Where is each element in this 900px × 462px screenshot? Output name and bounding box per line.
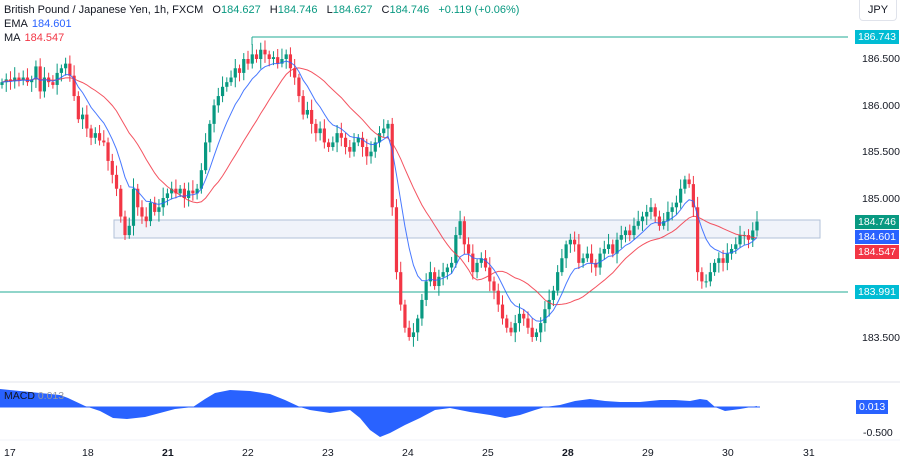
time-label: 30 xyxy=(722,447,734,459)
currency-button[interactable]: JPY xyxy=(859,0,897,21)
ema-legend[interactable]: EMA 184.601 xyxy=(4,17,519,31)
time-label: 24 xyxy=(402,447,414,459)
ema-price-tag: 184.601 xyxy=(855,230,899,244)
macd-tag: 0.013 xyxy=(856,400,889,414)
time-label: 23 xyxy=(322,447,334,459)
ema-label: EMA xyxy=(4,18,28,30)
support-price-tag: 183.991 xyxy=(855,285,899,299)
price-label: 186.500 xyxy=(862,53,900,65)
price-label: 183.500 xyxy=(862,332,900,344)
low-value: 184.627 xyxy=(332,4,373,16)
ema-line xyxy=(1,60,758,322)
price-label: 185.500 xyxy=(862,146,900,158)
resistance-price-tag: 186.743 xyxy=(855,30,899,44)
time-label: 22 xyxy=(242,447,254,459)
candlestick-series xyxy=(0,40,759,347)
time-label: 18 xyxy=(82,447,94,459)
time-label: 21 xyxy=(162,447,174,459)
time-label: 31 xyxy=(803,447,815,459)
ma-value: 184.547 xyxy=(24,32,65,44)
low-label: L xyxy=(326,4,333,16)
ma-line xyxy=(1,67,758,306)
price-label: 185.000 xyxy=(862,193,900,205)
price-label: 186.000 xyxy=(862,100,900,112)
change-value: +0.119 (+0.06%) xyxy=(438,4,520,16)
close-value: 184.746 xyxy=(389,4,430,16)
time-label: 25 xyxy=(482,447,494,459)
open-value: 184.627 xyxy=(220,4,261,16)
macd-value: 0.013 xyxy=(37,390,65,402)
chart-legend: British Pound / Japanese Yen, 1h, FXCM O… xyxy=(4,3,519,45)
macd-legend[interactable]: MACD 0.013 xyxy=(4,390,64,402)
ema-value: 184.601 xyxy=(31,18,72,30)
time-label: 29 xyxy=(642,447,654,459)
support-resistance-zone[interactable] xyxy=(113,219,821,239)
macd-histogram-area xyxy=(0,389,757,437)
time-label: 28 xyxy=(562,447,574,459)
close-label: C xyxy=(381,4,390,16)
open-label: O xyxy=(212,4,221,16)
symbol-title[interactable]: British Pound / Japanese Yen, 1h, FXCM xyxy=(4,4,204,16)
macd-label: MACD xyxy=(4,390,35,402)
high-value: 184.746 xyxy=(277,4,318,16)
ma-label: MA xyxy=(4,32,21,44)
ma-price-tag: 184.547 xyxy=(855,245,899,259)
time-label: 17 xyxy=(4,447,16,459)
last-price-tag: 184.746 xyxy=(855,215,899,229)
ohlc-row: British Pound / Japanese Yen, 1h, FXCM O… xyxy=(4,3,519,17)
ma-legend[interactable]: MA 184.547 xyxy=(4,31,519,45)
high-label: H xyxy=(269,4,278,16)
macd-axis-label: -0.500 xyxy=(863,427,893,439)
